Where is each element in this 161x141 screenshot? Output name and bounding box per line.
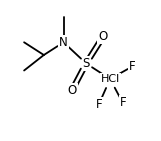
Text: O: O [98, 30, 108, 43]
Text: F: F [119, 96, 126, 109]
Text: S: S [82, 57, 90, 70]
Text: F: F [129, 60, 136, 73]
Text: O: O [67, 84, 77, 97]
Text: F: F [95, 98, 102, 111]
Text: N: N [59, 36, 68, 49]
Text: HCl: HCl [100, 74, 120, 84]
